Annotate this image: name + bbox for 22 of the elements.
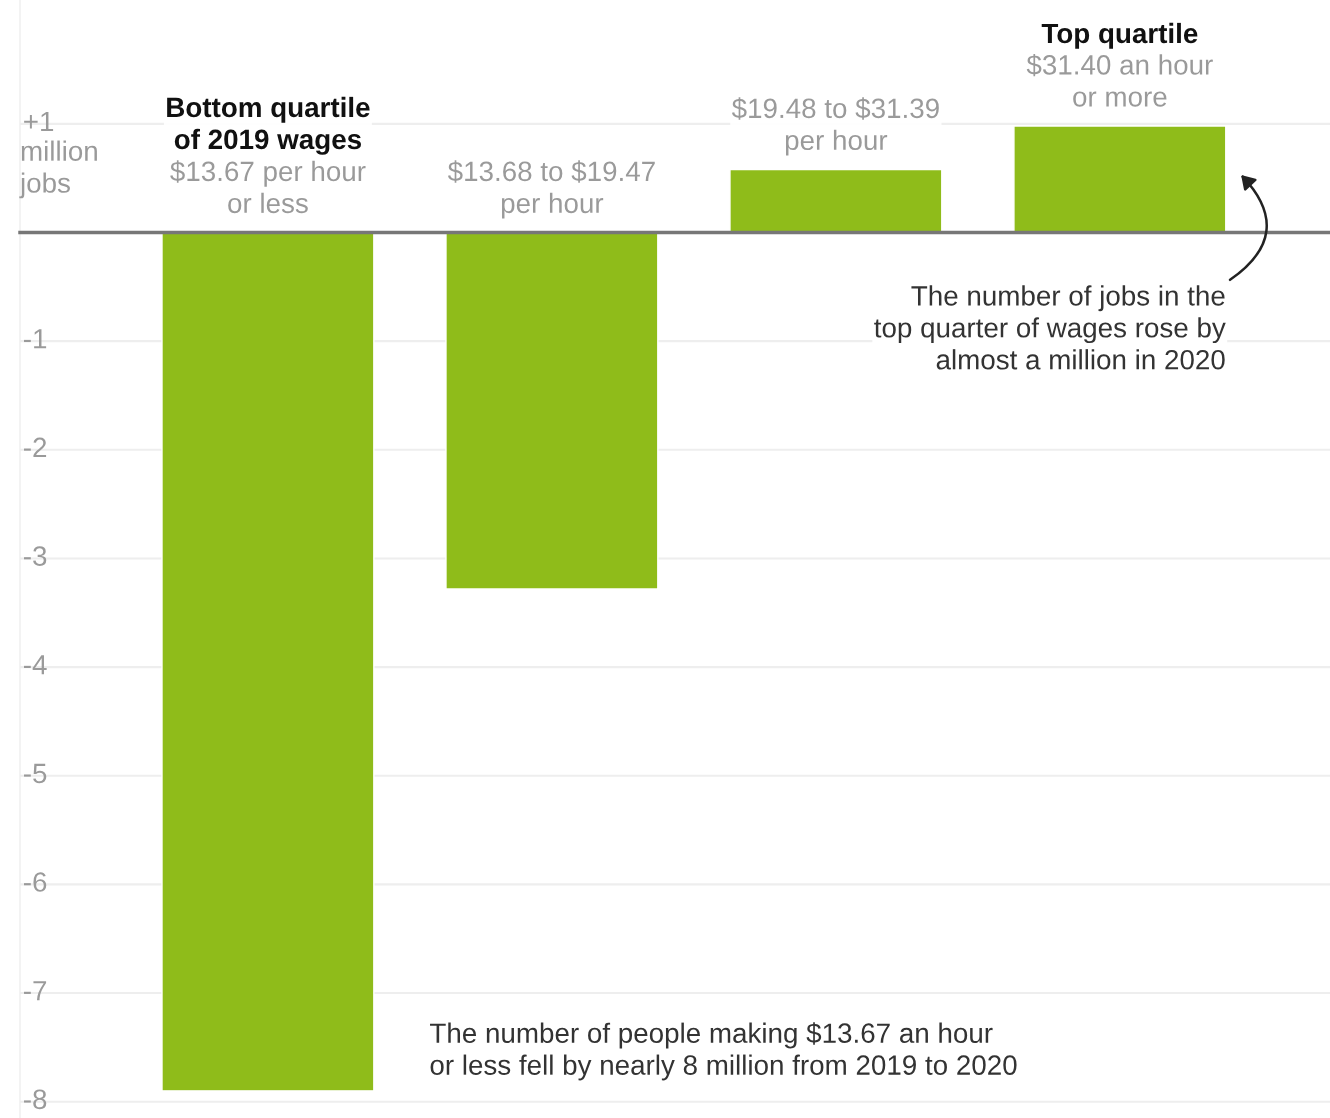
y-tick-label: -7 bbox=[24, 981, 47, 1001]
annotation: The number of people making $13.67 an hour or less fell by nearly 8 million from 2019 to 2020 bbox=[430, 1022, 1017, 1081]
bar bbox=[445, 231, 659, 590]
bar bbox=[161, 231, 375, 1092]
x-tick-label: $31.40 an hour or more bbox=[1026, 53, 1213, 107]
y-tick-label: -4 bbox=[24, 655, 47, 675]
y-tick-label: -1 bbox=[24, 329, 47, 349]
bar bbox=[729, 168, 943, 234]
x-tick-label: $13.68 to $19.47 per hour bbox=[447, 160, 655, 219]
annotation: Bottom quartile of 2019 wages bbox=[167, 96, 370, 155]
x-tick-label: $13.67 per hour or less bbox=[170, 160, 366, 214]
y-tick-label: -5 bbox=[24, 763, 47, 784]
annotation: The number of jobs in the top quarter of wages rose by almost a million in 2020 bbox=[874, 285, 1226, 370]
x-tick-label: $19.48 to $31.39 per hour bbox=[731, 97, 939, 156]
y-tick-label: +1 bbox=[24, 111, 54, 132]
y-tick-label: -2 bbox=[24, 437, 47, 457]
y-tick-label: -3 bbox=[24, 546, 47, 566]
y-tick-label: -6 bbox=[24, 872, 47, 892]
bar bbox=[1013, 125, 1227, 234]
y-axis-title: million jobs bbox=[19, 140, 97, 199]
y-tick-label: -8 bbox=[24, 1089, 47, 1110]
annotation: Top quartile bbox=[1041, 22, 1198, 49]
